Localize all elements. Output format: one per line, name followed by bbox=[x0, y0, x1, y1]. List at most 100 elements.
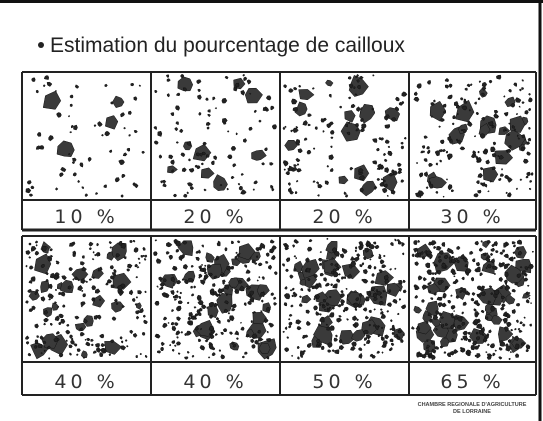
stone bbox=[355, 247, 357, 249]
stone bbox=[522, 88, 524, 90]
stone bbox=[59, 322, 61, 325]
stone bbox=[529, 298, 530, 299]
stone bbox=[223, 282, 225, 284]
stone bbox=[168, 322, 169, 323]
stone bbox=[77, 354, 79, 356]
stone bbox=[365, 297, 369, 302]
stone bbox=[498, 155, 499, 156]
stone bbox=[402, 244, 404, 246]
stone bbox=[44, 350, 45, 352]
stone bbox=[402, 253, 404, 255]
stone bbox=[378, 334, 380, 337]
stone bbox=[57, 275, 59, 278]
stone bbox=[93, 251, 94, 253]
stone bbox=[259, 120, 261, 122]
stone bbox=[250, 93, 251, 94]
stone bbox=[124, 127, 126, 129]
stone bbox=[115, 299, 118, 302]
stone bbox=[463, 336, 466, 339]
stone bbox=[509, 123, 511, 124]
stone bbox=[89, 248, 91, 250]
stone bbox=[362, 279, 364, 281]
stone bbox=[491, 293, 493, 295]
stone bbox=[475, 355, 477, 357]
stone bbox=[238, 183, 240, 185]
stone bbox=[208, 110, 211, 113]
stone bbox=[356, 298, 359, 302]
stone bbox=[266, 261, 269, 263]
stone bbox=[297, 357, 299, 360]
stone bbox=[351, 261, 356, 266]
stone bbox=[189, 159, 191, 161]
stone bbox=[178, 353, 180, 355]
stone bbox=[468, 353, 470, 356]
stone bbox=[34, 346, 36, 349]
stone bbox=[477, 113, 479, 115]
stone bbox=[255, 263, 257, 265]
stone bbox=[289, 322, 292, 326]
stone bbox=[343, 310, 345, 312]
stone bbox=[225, 248, 227, 252]
stone bbox=[401, 340, 404, 343]
stone bbox=[491, 306, 495, 311]
stone bbox=[136, 355, 138, 357]
stone bbox=[454, 311, 455, 312]
stone bbox=[231, 146, 236, 150]
stone bbox=[504, 243, 507, 248]
stone bbox=[323, 131, 324, 133]
stone bbox=[244, 352, 247, 355]
stone bbox=[364, 257, 367, 260]
stone bbox=[477, 294, 479, 296]
stone bbox=[135, 304, 137, 306]
stone bbox=[313, 148, 315, 150]
stone bbox=[501, 169, 502, 171]
stone bbox=[35, 340, 38, 344]
stone bbox=[194, 286, 196, 288]
stone bbox=[414, 240, 418, 245]
stone bbox=[506, 192, 508, 194]
stone bbox=[520, 179, 522, 181]
stone bbox=[251, 321, 253, 323]
stone bbox=[253, 189, 255, 191]
stone bbox=[29, 266, 33, 269]
stone bbox=[401, 180, 404, 183]
stone bbox=[239, 253, 240, 254]
stone bbox=[256, 247, 259, 251]
stone bbox=[36, 90, 38, 93]
stone bbox=[481, 241, 483, 243]
stone bbox=[41, 264, 45, 267]
stone bbox=[67, 324, 70, 326]
stone bbox=[120, 337, 122, 340]
stone bbox=[121, 195, 123, 197]
stone bbox=[401, 142, 404, 144]
stone bbox=[520, 322, 523, 324]
stone bbox=[477, 324, 482, 329]
stone bbox=[144, 258, 146, 260]
stone bbox=[440, 338, 449, 347]
stone bbox=[475, 241, 479, 245]
stone bbox=[372, 274, 375, 277]
stone bbox=[141, 255, 144, 257]
stone bbox=[364, 344, 366, 346]
stone bbox=[329, 296, 331, 298]
stone bbox=[471, 277, 474, 281]
stone bbox=[187, 302, 189, 304]
stone bbox=[139, 85, 141, 87]
stone bbox=[288, 326, 291, 328]
stone bbox=[451, 251, 453, 254]
stone bbox=[298, 144, 300, 146]
stone bbox=[42, 246, 46, 251]
stone bbox=[136, 276, 138, 278]
stone bbox=[192, 355, 194, 357]
stone bbox=[429, 319, 432, 322]
stone bbox=[397, 336, 400, 339]
stone bbox=[531, 173, 534, 176]
stone bbox=[461, 130, 463, 131]
stone bbox=[504, 96, 506, 98]
stone bbox=[509, 145, 512, 148]
stone bbox=[327, 238, 328, 239]
stone bbox=[177, 291, 178, 293]
stone bbox=[482, 334, 484, 335]
stone bbox=[495, 350, 497, 351]
stone bbox=[235, 289, 239, 293]
